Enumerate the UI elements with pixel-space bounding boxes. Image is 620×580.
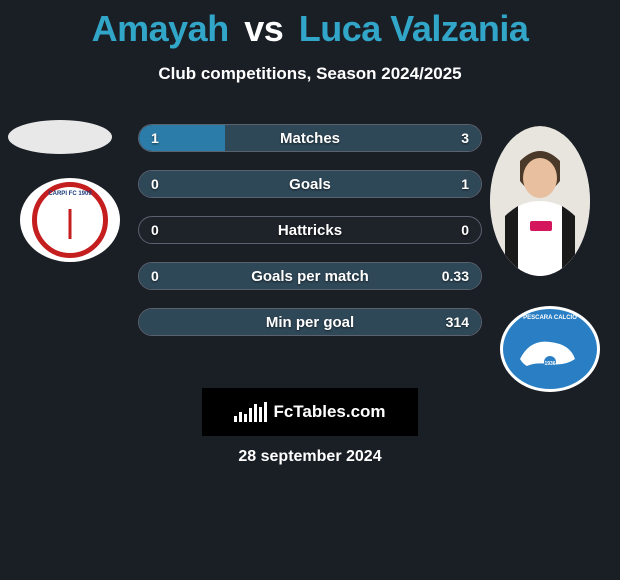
stat-label: Min per goal: [139, 309, 481, 335]
stat-label: Goals: [139, 171, 481, 197]
stat-right-value: 0.33: [442, 263, 469, 289]
player2-club-badge: PESCARA CALCIO 1936: [500, 306, 600, 392]
svg-text:1936: 1936: [544, 361, 555, 367]
stat-right-value: 314: [446, 309, 469, 335]
stat-label: Goals per match: [139, 263, 481, 289]
stat-right-value: 3: [461, 125, 469, 151]
stat-row: Min per goal 314: [138, 308, 482, 336]
comparison-title: Amayah vs Luca Valzania: [0, 0, 620, 50]
player2-name: Luca Valzania: [299, 8, 529, 49]
stat-row: 0 Hattricks 0: [138, 216, 482, 244]
stat-label: Hattricks: [139, 217, 481, 243]
stats-container: 1 Matches 3 0 Goals 1 0 Hattricks 0 0 Go…: [138, 124, 482, 354]
brand-bars-icon: [234, 402, 267, 422]
vs-text: vs: [244, 8, 283, 49]
player1-name: Amayah: [92, 8, 229, 49]
stat-row: 1 Matches 3: [138, 124, 482, 152]
player1-avatar: [8, 120, 112, 154]
carpi-badge-icon: [32, 182, 108, 258]
brand-box: FcTables.com: [202, 388, 418, 436]
player2-avatar: [490, 126, 590, 276]
date-text: 28 september 2024: [0, 448, 620, 466]
stat-right-value: 0: [461, 217, 469, 243]
stat-right-value: 1: [461, 171, 469, 197]
stat-label: Matches: [139, 125, 481, 151]
brand-text: FcTables.com: [273, 402, 385, 422]
stat-row: 0 Goals 1: [138, 170, 482, 198]
dolphin-icon: 1936: [515, 324, 585, 374]
player-silhouette-icon: [490, 126, 590, 276]
pescara-text: PESCARA CALCIO: [503, 315, 597, 321]
stat-row: 0 Goals per match 0.33: [138, 262, 482, 290]
subtitle: Club competitions, Season 2024/2025: [0, 64, 620, 84]
player1-club-badge: [20, 178, 120, 262]
